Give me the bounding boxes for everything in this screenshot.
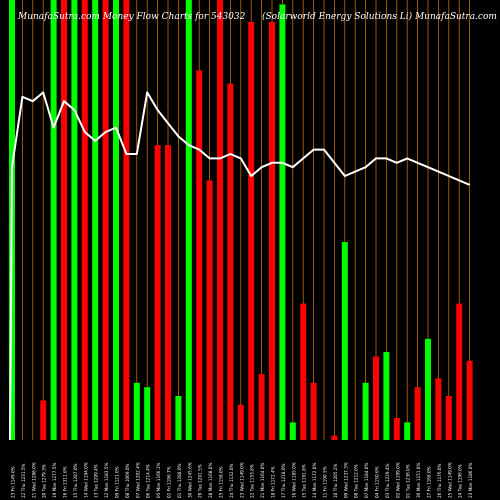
x-tick-label: 29 Tue 1201.5%	[198, 464, 203, 498]
x-tick-label: 10 Thu 1205.2%	[333, 463, 338, 498]
x-tick-label: 05 Mon 1166.1%	[156, 463, 161, 498]
x-tick-label: 21 Wed 1288.0%	[31, 462, 36, 498]
x-tick-label: 24 Tue 1196.0%	[458, 464, 463, 498]
bar	[196, 70, 203, 441]
bar	[92, 0, 99, 440]
bar	[185, 0, 192, 440]
bar	[50, 0, 57, 440]
x-tick-label: 01 Tue 1236.0%	[406, 464, 411, 498]
bar	[40, 400, 47, 440]
bar	[279, 4, 286, 441]
bar	[175, 396, 182, 440]
bar	[248, 22, 255, 440]
bar	[113, 0, 119, 440]
x-tick-label: 23 Wed 1149.0%	[239, 462, 244, 498]
x-tick-label: 03 Thu 1229.4%	[385, 463, 390, 498]
bar	[61, 0, 67, 440]
x-tick-label: 26 Thu 1176.0%	[437, 463, 442, 498]
bar	[310, 382, 317, 440]
chart-title-right: (Solarworld Energy Solutions Li) MunafaS…	[262, 12, 497, 22]
bar	[81, 0, 88, 440]
bar	[123, 0, 130, 440]
x-tick-label: 04 Fri 1150.6%	[375, 466, 380, 498]
bar	[144, 387, 151, 440]
bar	[414, 387, 421, 440]
x-tick-label: 09 Fri 1121.0%	[115, 466, 120, 498]
bar	[217, 0, 223, 440]
bar	[466, 360, 473, 440]
x-tick-label: 24 Thu 1132.0%	[229, 463, 234, 498]
bar	[362, 382, 369, 440]
x-tick-label: 21 Mon 1164.0%	[260, 463, 265, 498]
bar	[393, 418, 400, 440]
bar	[383, 352, 390, 440]
bar	[154, 145, 161, 440]
x-tick-label: 30 Mon 1151.0%	[416, 463, 421, 498]
x-tick-label: 15 Tue 1191.8%	[302, 464, 307, 498]
x-tick-label: 07 Mon 1184.0%	[364, 463, 369, 498]
x-tick-label: 20 Tue 1279.3%	[42, 464, 47, 498]
bar	[373, 356, 379, 440]
x-tick-label: 23 Mon 1186.0%	[468, 463, 473, 498]
x-tick-label: 02 Fri 1196.7%	[167, 466, 172, 498]
chart-title-left: MunafaSutra.com Money Flow Charts for 54…	[18, 12, 246, 22]
bar	[227, 83, 234, 440]
bar	[404, 422, 411, 440]
x-tick-label: 06 Tue 1214.4%	[146, 464, 151, 498]
bar	[206, 180, 213, 440]
x-tick-label: 14 Mon 1172.0%	[312, 463, 317, 498]
x-tick-label: 18 Fri 1172.4%	[271, 466, 276, 498]
x-tick-label: 17 Thu 1218.0%	[281, 463, 286, 498]
x-tick-label: 11 Fri 1190.5%	[323, 466, 328, 498]
x-tick-label: 28 Mon 1168.0%	[208, 463, 213, 498]
bar	[456, 303, 463, 440]
x-tick-label: 01 Thu 1288.0%	[177, 463, 182, 498]
x-tick-label: 09 Wed 1237.3%	[343, 462, 348, 498]
x-tick-label: 25 Fri 1158.0%	[219, 466, 224, 498]
bar	[102, 0, 109, 440]
bar	[425, 338, 431, 440]
x-tick-label: 13 Tue 1209.4%	[94, 464, 99, 498]
bar	[331, 435, 338, 440]
series-line	[9, 91, 470, 441]
bar	[435, 378, 442, 440]
x-tick-label: 16 Fri 1311.6%	[63, 466, 68, 498]
x-tick-label: 22 Tue 1153.8%	[250, 464, 255, 498]
bar	[237, 404, 244, 440]
x-tick-label: 22 Thu 1231.5%	[21, 463, 26, 498]
bar	[71, 0, 78, 440]
x-tick-label: 12 Mon 1183.5%	[104, 463, 109, 498]
x-tick-label: 14 Wed 1194.0%	[83, 462, 88, 498]
bar	[269, 22, 275, 440]
x-tick-label: 16 Wed 1185.0%	[291, 462, 296, 498]
bar	[341, 242, 348, 440]
x-tick-label: 25 Wed 1149.0%	[447, 462, 452, 498]
bar	[300, 303, 307, 440]
bar	[289, 422, 296, 440]
x-tick-label: 08 Tue 1212.0%	[354, 464, 359, 498]
x-tick-label: 27 Fri 1168.0%	[427, 466, 432, 498]
x-tick-label: 08 Thu 1069.0%	[125, 463, 130, 498]
bar	[133, 382, 140, 440]
x-tick-label: 23 Fri 1149.0%	[11, 466, 16, 498]
x-tick-label: 07 Wed 1202.4%	[135, 462, 140, 498]
bar	[445, 396, 452, 440]
bar	[258, 374, 265, 440]
x-tick-label: 19 Mon 1277.5%	[52, 463, 57, 498]
x-tick-label: 30 Wed 1245.6%	[187, 462, 192, 498]
x-tick-label: 15 Thu 1287.0%	[73, 463, 78, 498]
bar	[165, 145, 171, 440]
x-tick-label: 02 Wed 1199.0%	[395, 462, 400, 498]
